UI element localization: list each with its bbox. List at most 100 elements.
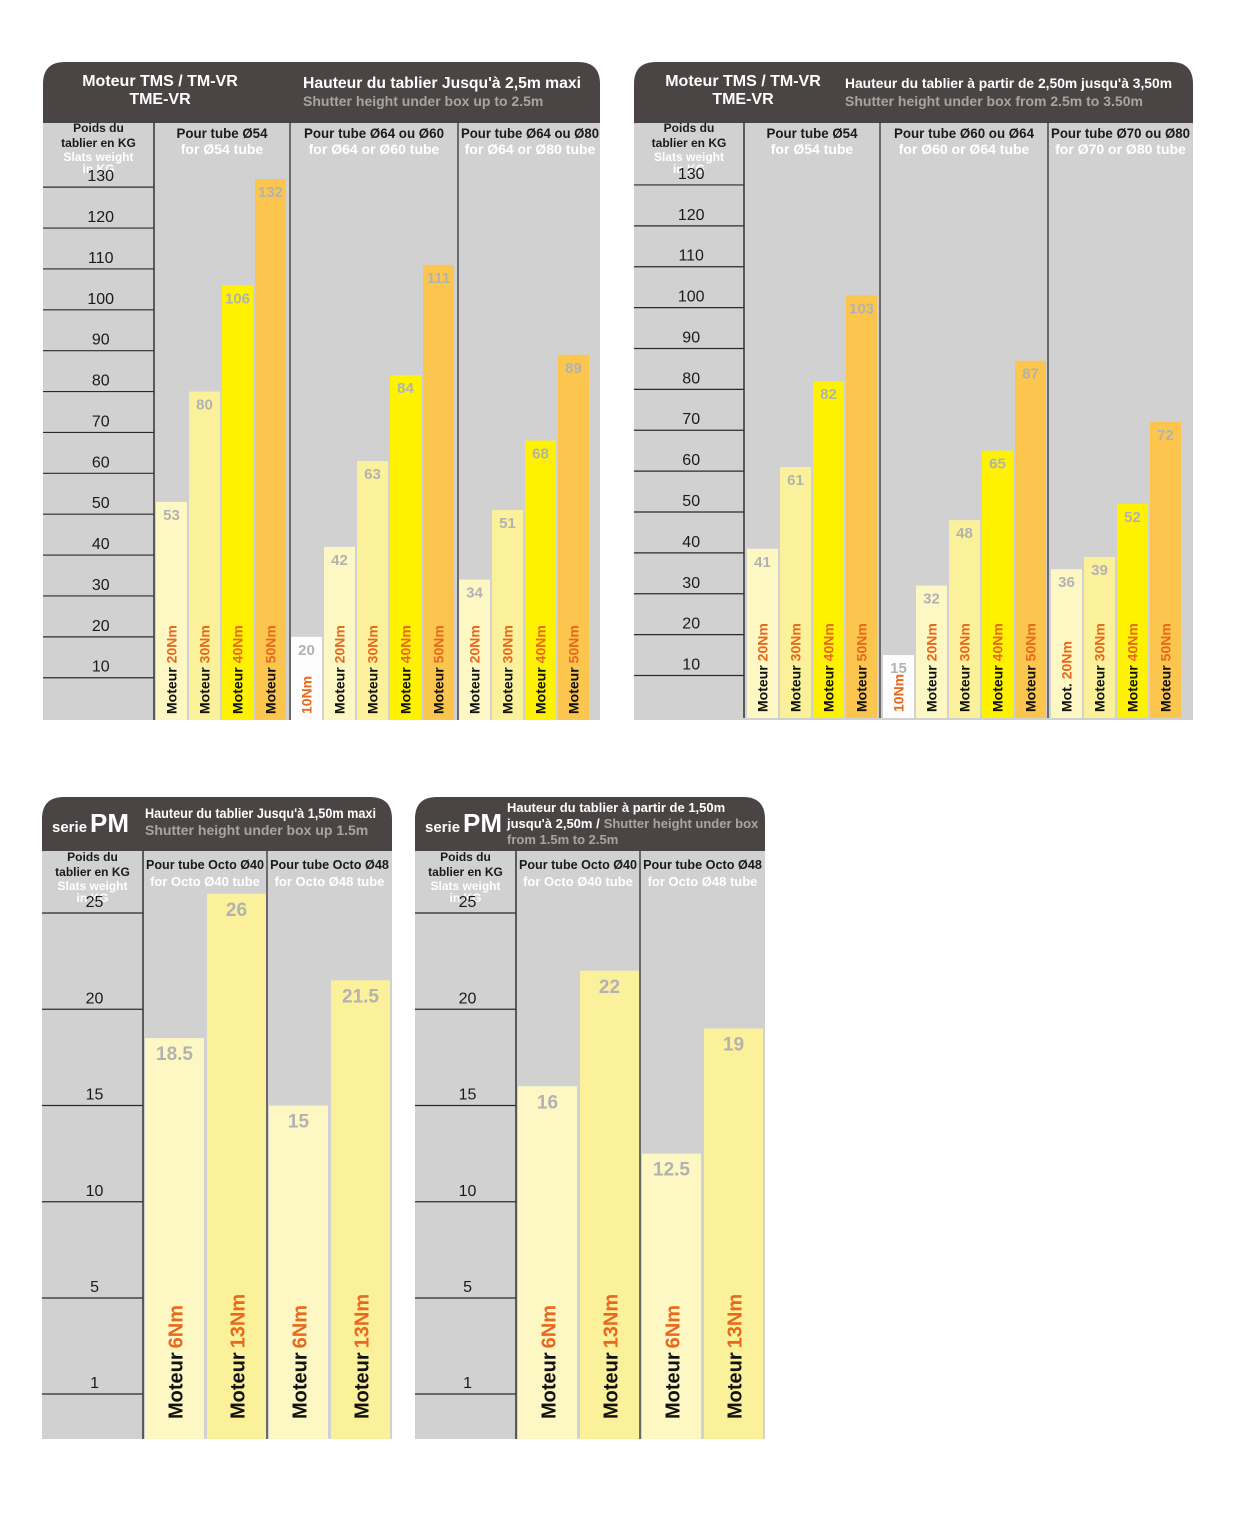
y-tick-label: 70 xyxy=(92,413,110,430)
motor-torque: 20Nm xyxy=(467,625,483,663)
series-prefix: serie xyxy=(425,819,460,836)
bar xyxy=(1117,503,1148,718)
chart-panel-3: serie PM Hauteur du tablier Jusqu'à 1,50m … xyxy=(42,797,392,1439)
motor-torque: 20Nm xyxy=(164,625,180,663)
bar xyxy=(255,178,286,720)
bar-value-label: 41 xyxy=(754,554,771,571)
y-tick-label: 1 xyxy=(463,1375,472,1392)
motor-label: Moteur 30Nm xyxy=(365,625,381,714)
motor-label: Moteur 13Nm xyxy=(228,1294,250,1419)
motor-label: Moteur 50Nm xyxy=(1023,623,1039,712)
y-tick-label: 30 xyxy=(682,575,700,592)
motor-label: Moteur 30Nm xyxy=(500,625,516,714)
motor-label: Moteur 6Nm xyxy=(166,1305,188,1419)
y-tick-label: 90 xyxy=(682,329,700,346)
motor-label: Moteur 20Nm xyxy=(755,623,771,712)
motor-torque: 20Nm xyxy=(1059,641,1075,679)
bar-value-label: 103 xyxy=(849,300,874,317)
motor-torque: 50Nm xyxy=(854,623,870,661)
y-axis-title: tablier en KG xyxy=(61,136,136,150)
motor-prefix: Moteur xyxy=(924,665,940,712)
motor-prefix: Moteur xyxy=(788,665,804,712)
motor-torque: 30Nm xyxy=(500,625,516,663)
bar-value-label: 132 xyxy=(258,184,283,201)
motor-label: Moteur 20Nm xyxy=(924,623,940,712)
motor-label: Moteur 50Nm xyxy=(566,625,582,714)
y-tick-label: 60 xyxy=(682,452,700,469)
bar xyxy=(518,1086,577,1439)
group-label-en: for Ø70 or Ø80 tube xyxy=(1055,141,1186,157)
bar-value-label: 39 xyxy=(1091,562,1108,579)
y-tick-label: 110 xyxy=(678,248,704,265)
motor-label: Moteur 13Nm xyxy=(725,1294,747,1419)
chart-subtitle: Hauteur du tablier Jusqu'à 2,5m maxi xyxy=(303,75,581,92)
bar xyxy=(558,354,589,720)
group-label: Pour tube Octo Ø40 xyxy=(519,857,637,872)
motor-prefix: Moteur xyxy=(228,1352,250,1419)
y-tick-label: 80 xyxy=(682,370,700,387)
motor-torque: 50Nm xyxy=(431,625,447,663)
bar-value-label: 63 xyxy=(364,466,381,483)
group-label: Pour tube Ø70 ou Ø80 xyxy=(1051,125,1190,141)
motor-label: Moteur 50Nm xyxy=(854,623,870,712)
chart-title: TME-VR xyxy=(129,91,191,108)
motor-torque: 30Nm xyxy=(365,625,381,663)
bar-value-label: 20 xyxy=(298,642,315,659)
y-axis-title: Poids du xyxy=(440,850,491,864)
motor-torque: 40Nm xyxy=(990,623,1006,661)
chart-subtitle-en: from 1.5m to 2.5m xyxy=(507,832,618,847)
y-tick-label: 20 xyxy=(459,990,477,1007)
motor-torque: 20Nm xyxy=(755,623,771,661)
motor-label: Moteur 50Nm xyxy=(431,625,447,714)
bar xyxy=(269,1105,328,1439)
y-axis-title: tablier en KG xyxy=(428,865,503,879)
motor-prefix: Moteur xyxy=(500,667,516,714)
motor-prefix: Moteur xyxy=(365,667,381,714)
bar xyxy=(780,467,811,718)
motor-prefix: Moteur xyxy=(601,1352,623,1419)
bar-value-label: 53 xyxy=(163,507,180,524)
group-label: Pour tube Ø54 xyxy=(767,125,858,141)
motor-label: Moteur 30Nm xyxy=(788,623,804,712)
motor-torque: 13Nm xyxy=(601,1294,623,1348)
chart-subtitle-en: Shutter height under box up to 2.5m xyxy=(303,93,543,109)
motor-prefix: Moteur xyxy=(990,665,1006,712)
motor-label: Moteur 20Nm xyxy=(332,625,348,714)
bar xyxy=(291,636,322,720)
y-tick-label: 10 xyxy=(459,1183,477,1200)
y-tick-label: 5 xyxy=(90,1279,99,1296)
motor-prefix: Moteur xyxy=(398,667,414,714)
motor-torque: 13Nm xyxy=(352,1294,374,1348)
motor-prefix: Moteur xyxy=(566,667,582,714)
motor-label: Moteur 40Nm xyxy=(990,623,1006,712)
motor-torque: 6Nm xyxy=(663,1305,685,1348)
group-label-en: for Octo Ø40 tube xyxy=(523,874,633,889)
bar xyxy=(813,381,844,718)
motor-label: Moteur 6Nm xyxy=(663,1305,685,1419)
series-name: PM xyxy=(90,808,129,838)
y-axis-title-en: in KG xyxy=(450,891,482,905)
motor-torque: 30Nm xyxy=(788,623,804,661)
bar xyxy=(1051,569,1082,718)
y-tick-label: 90 xyxy=(92,332,110,349)
motor-prefix: Moteur xyxy=(821,665,837,712)
bar xyxy=(982,450,1013,718)
y-tick-label: 15 xyxy=(86,1087,104,1104)
motor-prefix: Moteur xyxy=(957,665,973,712)
bar xyxy=(189,391,220,720)
motor-label: Moteur 6Nm xyxy=(290,1305,312,1419)
y-axis-title-en: Slats weight xyxy=(57,879,127,893)
chart-title: TME-VR xyxy=(712,91,774,108)
motor-torque: 40Nm xyxy=(230,625,246,663)
bar-value-label: 36 xyxy=(1058,574,1075,591)
motor-torque: 30Nm xyxy=(957,623,973,661)
y-tick-label: 50 xyxy=(682,493,700,510)
y-tick-label: 20 xyxy=(682,616,700,633)
motor-prefix: Moteur xyxy=(663,1352,685,1419)
motor-prefix: Moteur xyxy=(1158,665,1174,712)
motor-torque: 13Nm xyxy=(228,1294,250,1348)
chart-subtitle-en: Shutter height under box from 2.5m to 3.… xyxy=(845,93,1143,109)
y-tick-label: 10 xyxy=(682,657,700,674)
